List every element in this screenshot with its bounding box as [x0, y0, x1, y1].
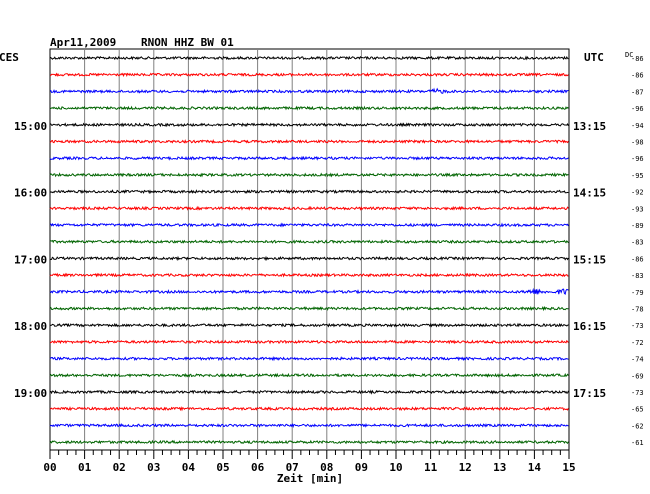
dc-offset-label: -87	[631, 88, 644, 96]
x-tick-label: 08	[320, 461, 333, 474]
x-tick-label: 10	[389, 461, 402, 474]
dc-offset-label: -74	[631, 356, 644, 364]
dc-offset-label: -86	[631, 72, 644, 80]
x-tick-label: 07	[286, 461, 299, 474]
x-axis-label: Zeit [min]	[277, 472, 343, 485]
header-station: RNON HHZ BW 01	[141, 36, 234, 49]
left-time-label: 16:00	[14, 187, 47, 200]
dc-offset-label: -96	[631, 105, 644, 113]
dc-offset-label: -92	[631, 189, 644, 197]
dc-offset-label: -78	[631, 306, 644, 314]
right-time-label: 16:15	[573, 320, 606, 333]
dc-offset-label: -86	[631, 255, 644, 263]
dc-offset-label: -98	[631, 139, 644, 147]
seismic-trace	[49, 305, 569, 312]
dc-offset-label: -94	[631, 122, 644, 130]
x-tick-label: 02	[113, 461, 126, 474]
x-tick-label: 13	[493, 461, 506, 474]
x-tick-label: 09	[355, 461, 368, 474]
x-tick-label: 05	[216, 461, 229, 474]
dc-offset-label: -73	[631, 389, 644, 397]
dc-offset-label: -61	[631, 439, 644, 447]
seismic-trace	[49, 372, 569, 378]
dc-offset-label: -96	[631, 155, 644, 163]
x-tick-label: 04	[182, 461, 196, 474]
seismic-trace	[49, 205, 569, 211]
right-time-label: 14:15	[573, 187, 606, 200]
trace-group	[49, 55, 569, 445]
left-timezone-label: CES	[0, 51, 19, 64]
seismic-trace	[49, 406, 569, 412]
dc-offset-label: -89	[631, 222, 644, 230]
dc-offset-label: -69	[631, 372, 644, 380]
dc-offset-label: -83	[631, 272, 644, 280]
x-tick-label: 03	[147, 461, 160, 474]
left-time-label: 17:00	[14, 253, 47, 266]
seismic-trace	[49, 189, 569, 195]
dc-offset-label: -65	[631, 406, 644, 414]
seismic-trace	[49, 322, 569, 328]
dc-label: DC	[625, 51, 633, 59]
right-time-label: 15:15	[573, 253, 606, 266]
seismic-trace	[49, 172, 569, 178]
header-date: Apr11,2009	[50, 36, 116, 49]
left-time-label: 18:00	[14, 320, 47, 333]
x-tick-label: 01	[78, 461, 92, 474]
x-tick-label: 12	[459, 461, 472, 474]
seismic-trace	[49, 222, 569, 228]
right-timezone-label: UTC	[584, 51, 604, 64]
dc-offset-label: -95	[631, 172, 644, 180]
seismic-trace	[49, 355, 569, 362]
seismic-trace	[49, 287, 569, 296]
seismic-trace	[49, 72, 569, 78]
x-tick-label: 14	[528, 461, 542, 474]
seismic-trace	[49, 339, 569, 345]
dc-offset-label: -86	[631, 55, 644, 63]
x-tick-label: 06	[251, 461, 265, 474]
seismic-trace	[49, 239, 569, 245]
seismic-trace	[49, 87, 569, 94]
left-time-label: 19:00	[14, 387, 47, 400]
chart-labels: Apr11,2009 RNON HHZ BW 01 CES UTC DC Zei…	[0, 36, 644, 485]
seismic-trace	[49, 439, 569, 445]
seismic-trace	[49, 55, 569, 61]
x-tick-label: 11	[424, 461, 438, 474]
seismic-trace	[49, 138, 569, 145]
left-time-label: 15:00	[14, 120, 47, 133]
x-axis: 00 01 02 03 04 05 06 07 08 09 10 11 12 13 14 15	[43, 450, 576, 474]
dc-offset-label: -62	[631, 422, 644, 430]
seismic-trace	[49, 105, 569, 111]
dc-offset-label: -73	[631, 322, 644, 330]
dc-offset-label: -79	[631, 289, 644, 297]
dc-offset-label: -72	[631, 339, 644, 347]
chart-grid	[49, 48, 570, 451]
right-time-label: 13:15	[573, 120, 606, 133]
x-tick-label: 15	[562, 461, 575, 474]
seismic-trace	[49, 422, 569, 428]
seismic-trace	[49, 155, 569, 161]
seismic-trace	[49, 255, 569, 262]
x-tick-label: 00	[43, 461, 56, 474]
seismic-trace	[49, 272, 569, 278]
right-time-label: 17:15	[573, 387, 606, 400]
dc-offset-label: -83	[631, 239, 644, 247]
seismic-trace	[49, 389, 569, 395]
seismic-trace	[49, 122, 569, 128]
dc-offset-label: -93	[631, 205, 644, 213]
